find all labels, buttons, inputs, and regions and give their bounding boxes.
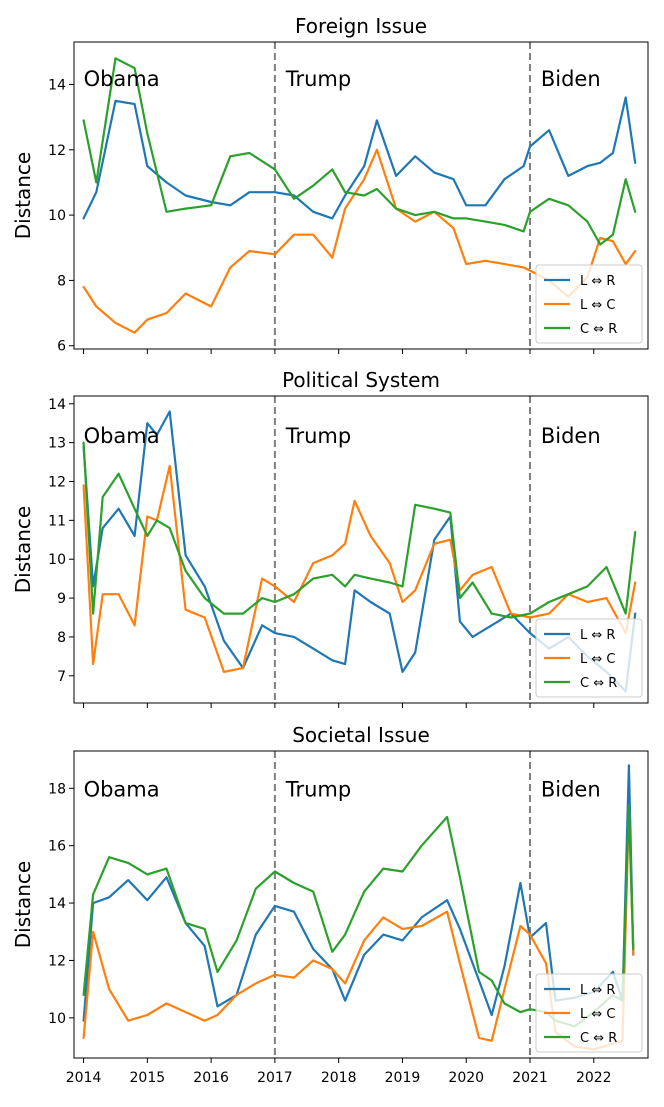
- y-axis-label: Distance: [11, 861, 35, 948]
- chart-title: Societal Issue: [292, 723, 430, 747]
- y-axis-label: Distance: [11, 152, 35, 239]
- legend-label: L ⇔ C: [580, 298, 615, 313]
- x-tick-label: 2020: [448, 1070, 484, 1086]
- y-tick-label: 9: [57, 591, 66, 607]
- y-tick-label: 14: [48, 77, 66, 93]
- x-tick-label: 2019: [385, 1070, 421, 1086]
- chart-title: Foreign Issue: [295, 14, 427, 38]
- legend-label: C ⇔ R: [580, 1031, 617, 1046]
- era-label: Biden: [541, 67, 601, 91]
- y-tick-label: 14: [48, 896, 66, 912]
- axes-frame: [73, 395, 649, 704]
- series-line-l-r: [82, 410, 637, 693]
- x-tick-label: 2022: [576, 1070, 612, 1086]
- era-label: Biden: [541, 777, 601, 801]
- legend-label: L ⇔ R: [580, 628, 615, 643]
- y-tick-label: 10: [48, 1011, 66, 1027]
- x-tick-label: 2021: [512, 1070, 548, 1086]
- y-tick-label: 6: [57, 339, 66, 355]
- legend-label: L ⇔ C: [580, 1007, 615, 1022]
- y-tick-label: 12: [48, 474, 66, 490]
- chart-panel-1: Foreign Issue Distance Obama Trump Biden 6 8 10…: [11, 14, 649, 355]
- legend-box: [535, 264, 643, 344]
- legend-label: L ⇔ C: [580, 652, 615, 667]
- series-line-c-r: [82, 441, 637, 619]
- x-tick-label: 2015: [130, 1070, 166, 1086]
- y-tick-label: 8: [57, 630, 66, 646]
- era-label: Trump: [285, 777, 351, 801]
- legend-box: [535, 618, 643, 698]
- era-label: Biden: [541, 424, 601, 448]
- chart-title: Political System: [282, 368, 440, 392]
- y-tick-label: 13: [48, 436, 66, 452]
- y-tick-label: 12: [48, 143, 66, 159]
- y-tick-label: 14: [48, 397, 66, 413]
- axes-frame: [73, 750, 649, 1059]
- axes-frame: [73, 41, 649, 350]
- x-tick-label: 2018: [321, 1070, 357, 1086]
- y-tick-label: 16: [48, 839, 66, 855]
- x-tick-label: 2017: [257, 1070, 293, 1086]
- series-line-l-r: [82, 96, 637, 220]
- era-label: Obama: [84, 67, 160, 91]
- y-tick-label: 8: [57, 273, 66, 289]
- x-tick-label: 2014: [66, 1070, 102, 1086]
- x-tick-label: 2016: [193, 1070, 229, 1086]
- chart-panel-2: Political System Distance Obama Trump Biden 7…: [11, 368, 649, 708]
- y-axis-label: Distance: [11, 506, 35, 593]
- era-label: Trump: [285, 67, 351, 91]
- legend: L ⇔ R L ⇔ C C ⇔ R: [535, 618, 643, 698]
- y-tick-label: 10: [48, 552, 66, 568]
- era-label: Trump: [285, 424, 351, 448]
- legend-label: C ⇔ R: [580, 322, 617, 337]
- series-line-c-r: [82, 57, 637, 246]
- legend-label: L ⇔ R: [580, 274, 615, 289]
- era-label: Obama: [84, 777, 160, 801]
- y-tick-label: 10: [48, 208, 66, 224]
- era-label: Obama: [84, 424, 160, 448]
- y-tick-label: 18: [48, 781, 66, 797]
- y-tick-label: 11: [48, 513, 66, 529]
- plot-area: [82, 410, 637, 693]
- y-tick-label: 7: [57, 669, 66, 685]
- legend: L ⇔ R L ⇔ C C ⇔ R: [535, 264, 643, 344]
- series-line-l-c: [82, 464, 637, 673]
- legend-box: [535, 973, 643, 1053]
- legend: L ⇔ R L ⇔ C C ⇔ R: [535, 973, 643, 1053]
- chart-panel-3: Societal Issue Distance Obama Trump Biden 10 1…: [11, 723, 649, 1086]
- legend-label: L ⇔ R: [580, 983, 615, 998]
- y-tick-label: 12: [48, 953, 66, 969]
- legend-label: C ⇔ R: [580, 676, 617, 691]
